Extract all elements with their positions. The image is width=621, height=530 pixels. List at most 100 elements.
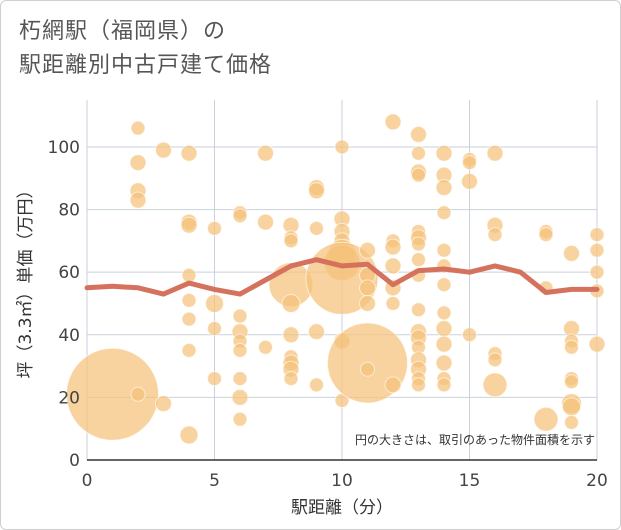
bubble: [129, 191, 147, 209]
bubble: [562, 397, 581, 417]
bubble: [411, 302, 426, 318]
bubble: [435, 320, 453, 338]
bubble: [281, 293, 301, 313]
y-tick-label: 40: [58, 326, 80, 346]
average-price-line: [84, 257, 600, 297]
bubble: [564, 339, 579, 355]
bubble: [589, 242, 605, 258]
bubble: [283, 233, 299, 249]
bubble: [309, 220, 324, 236]
bubble-layer: [66, 113, 606, 445]
x-axis-label: 駅距離（分）: [291, 498, 393, 518]
bubble: [589, 264, 605, 280]
bubble: [334, 139, 350, 155]
bubble: [129, 154, 147, 172]
bubble: [130, 120, 146, 136]
bubble: [181, 311, 197, 327]
bubble: [207, 321, 222, 337]
bubble-size-note: 円の大きさは、取引のあった物件面積を示す: [355, 432, 595, 447]
bubble: [410, 125, 427, 143]
bubble: [435, 335, 453, 353]
bubble: [257, 144, 274, 162]
bubble: [486, 144, 504, 162]
bubble: [436, 205, 452, 221]
x-tick-label: 5: [209, 471, 220, 491]
title-line-2: 駅距離別中古戸建て価格: [19, 53, 273, 78]
bubble: [207, 371, 222, 387]
bubble: [179, 425, 199, 445]
bubble: [282, 326, 300, 344]
bubble: [155, 395, 172, 413]
bubble: [130, 386, 146, 402]
bubble: [181, 342, 197, 358]
bubble: [461, 172, 478, 190]
bubble: [538, 227, 554, 243]
bubble: [436, 277, 452, 293]
bubble: [257, 213, 274, 231]
bubble: [462, 327, 477, 343]
bubble: [533, 406, 559, 432]
bubble: [308, 182, 325, 200]
bubble: [564, 414, 579, 430]
bubble: [411, 377, 426, 393]
bubble: [66, 347, 159, 441]
bubble: [232, 308, 248, 324]
bubble: [435, 144, 453, 162]
bubble: [384, 238, 402, 256]
bubble: [359, 279, 376, 297]
bubble: [232, 342, 248, 358]
x-tick-label: 0: [82, 471, 93, 491]
bubble: [384, 257, 402, 275]
y-tick-labels: 0 20 40 60 80 100: [48, 138, 80, 471]
bubble: [436, 377, 452, 393]
bubble: [231, 388, 249, 406]
x-tick-label: 15: [459, 471, 481, 491]
bubble: [435, 354, 453, 372]
bubble: [487, 352, 503, 368]
bubble: [308, 323, 325, 341]
y-tick-label: 60: [58, 263, 80, 283]
y-tick-label: 20: [58, 388, 80, 408]
bubble: [155, 141, 172, 159]
bubble: [384, 113, 402, 131]
y-tick-label: 100: [48, 138, 80, 158]
bubble: [359, 294, 376, 312]
x-tick-labels: 0 5 10 15 20: [82, 471, 608, 491]
bubble: [411, 236, 426, 252]
x-tick-label: 10: [331, 471, 353, 491]
bubble: [436, 242, 452, 258]
bubble: [283, 371, 299, 387]
bubble: [482, 372, 508, 398]
bubble: [411, 252, 426, 268]
bubble: [462, 155, 477, 171]
bubble: [564, 374, 579, 390]
bubble: [232, 208, 248, 224]
bubble: [207, 220, 222, 236]
bubble: [309, 377, 324, 393]
bubble: [384, 376, 402, 394]
bubble: [411, 145, 426, 161]
bubble: [360, 361, 375, 377]
y-tick-label: 0: [69, 451, 80, 471]
y-axis-label: 坪（3.3㎡）単価（万円）: [16, 181, 36, 378]
bubble: [588, 335, 606, 353]
bubble: [232, 411, 248, 427]
bubble: [205, 293, 224, 313]
chart-title: 朽網駅（福岡県）の 駅距離別中古戸建て価格: [19, 15, 272, 83]
bubble: [258, 339, 273, 355]
bubble: [436, 305, 452, 321]
bubble: [180, 144, 198, 162]
bubble: [487, 227, 503, 243]
title-line-1: 朽網駅（福岡県）の: [19, 19, 227, 44]
bubble: [232, 371, 248, 387]
bubble: [411, 167, 426, 183]
bubble: [181, 292, 197, 308]
bubble: [435, 179, 453, 197]
bubble: [359, 241, 376, 259]
x-tick-label: 20: [586, 471, 608, 491]
bubble: [589, 227, 605, 243]
y-tick-label: 80: [58, 201, 80, 221]
bubble: [563, 244, 580, 262]
bubble: [181, 267, 197, 283]
